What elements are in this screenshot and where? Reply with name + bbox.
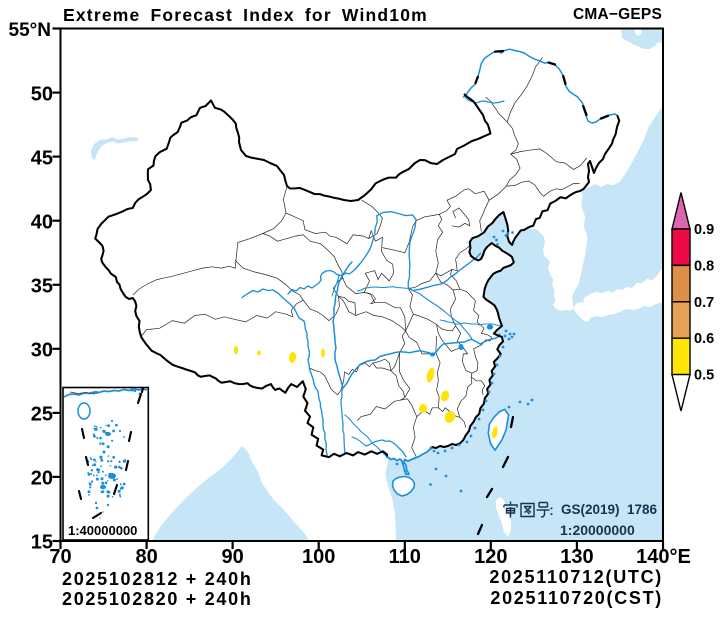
- svg-text:0.9: 0.9: [694, 222, 714, 238]
- svg-text:0.5: 0.5: [694, 368, 714, 384]
- svg-text:0.7: 0.7: [694, 295, 714, 311]
- svg-text:0.6: 0.6: [694, 331, 714, 347]
- svg-text:1:40000000: 1:40000000: [68, 523, 137, 538]
- svg-text:0.8: 0.8: [694, 258, 714, 274]
